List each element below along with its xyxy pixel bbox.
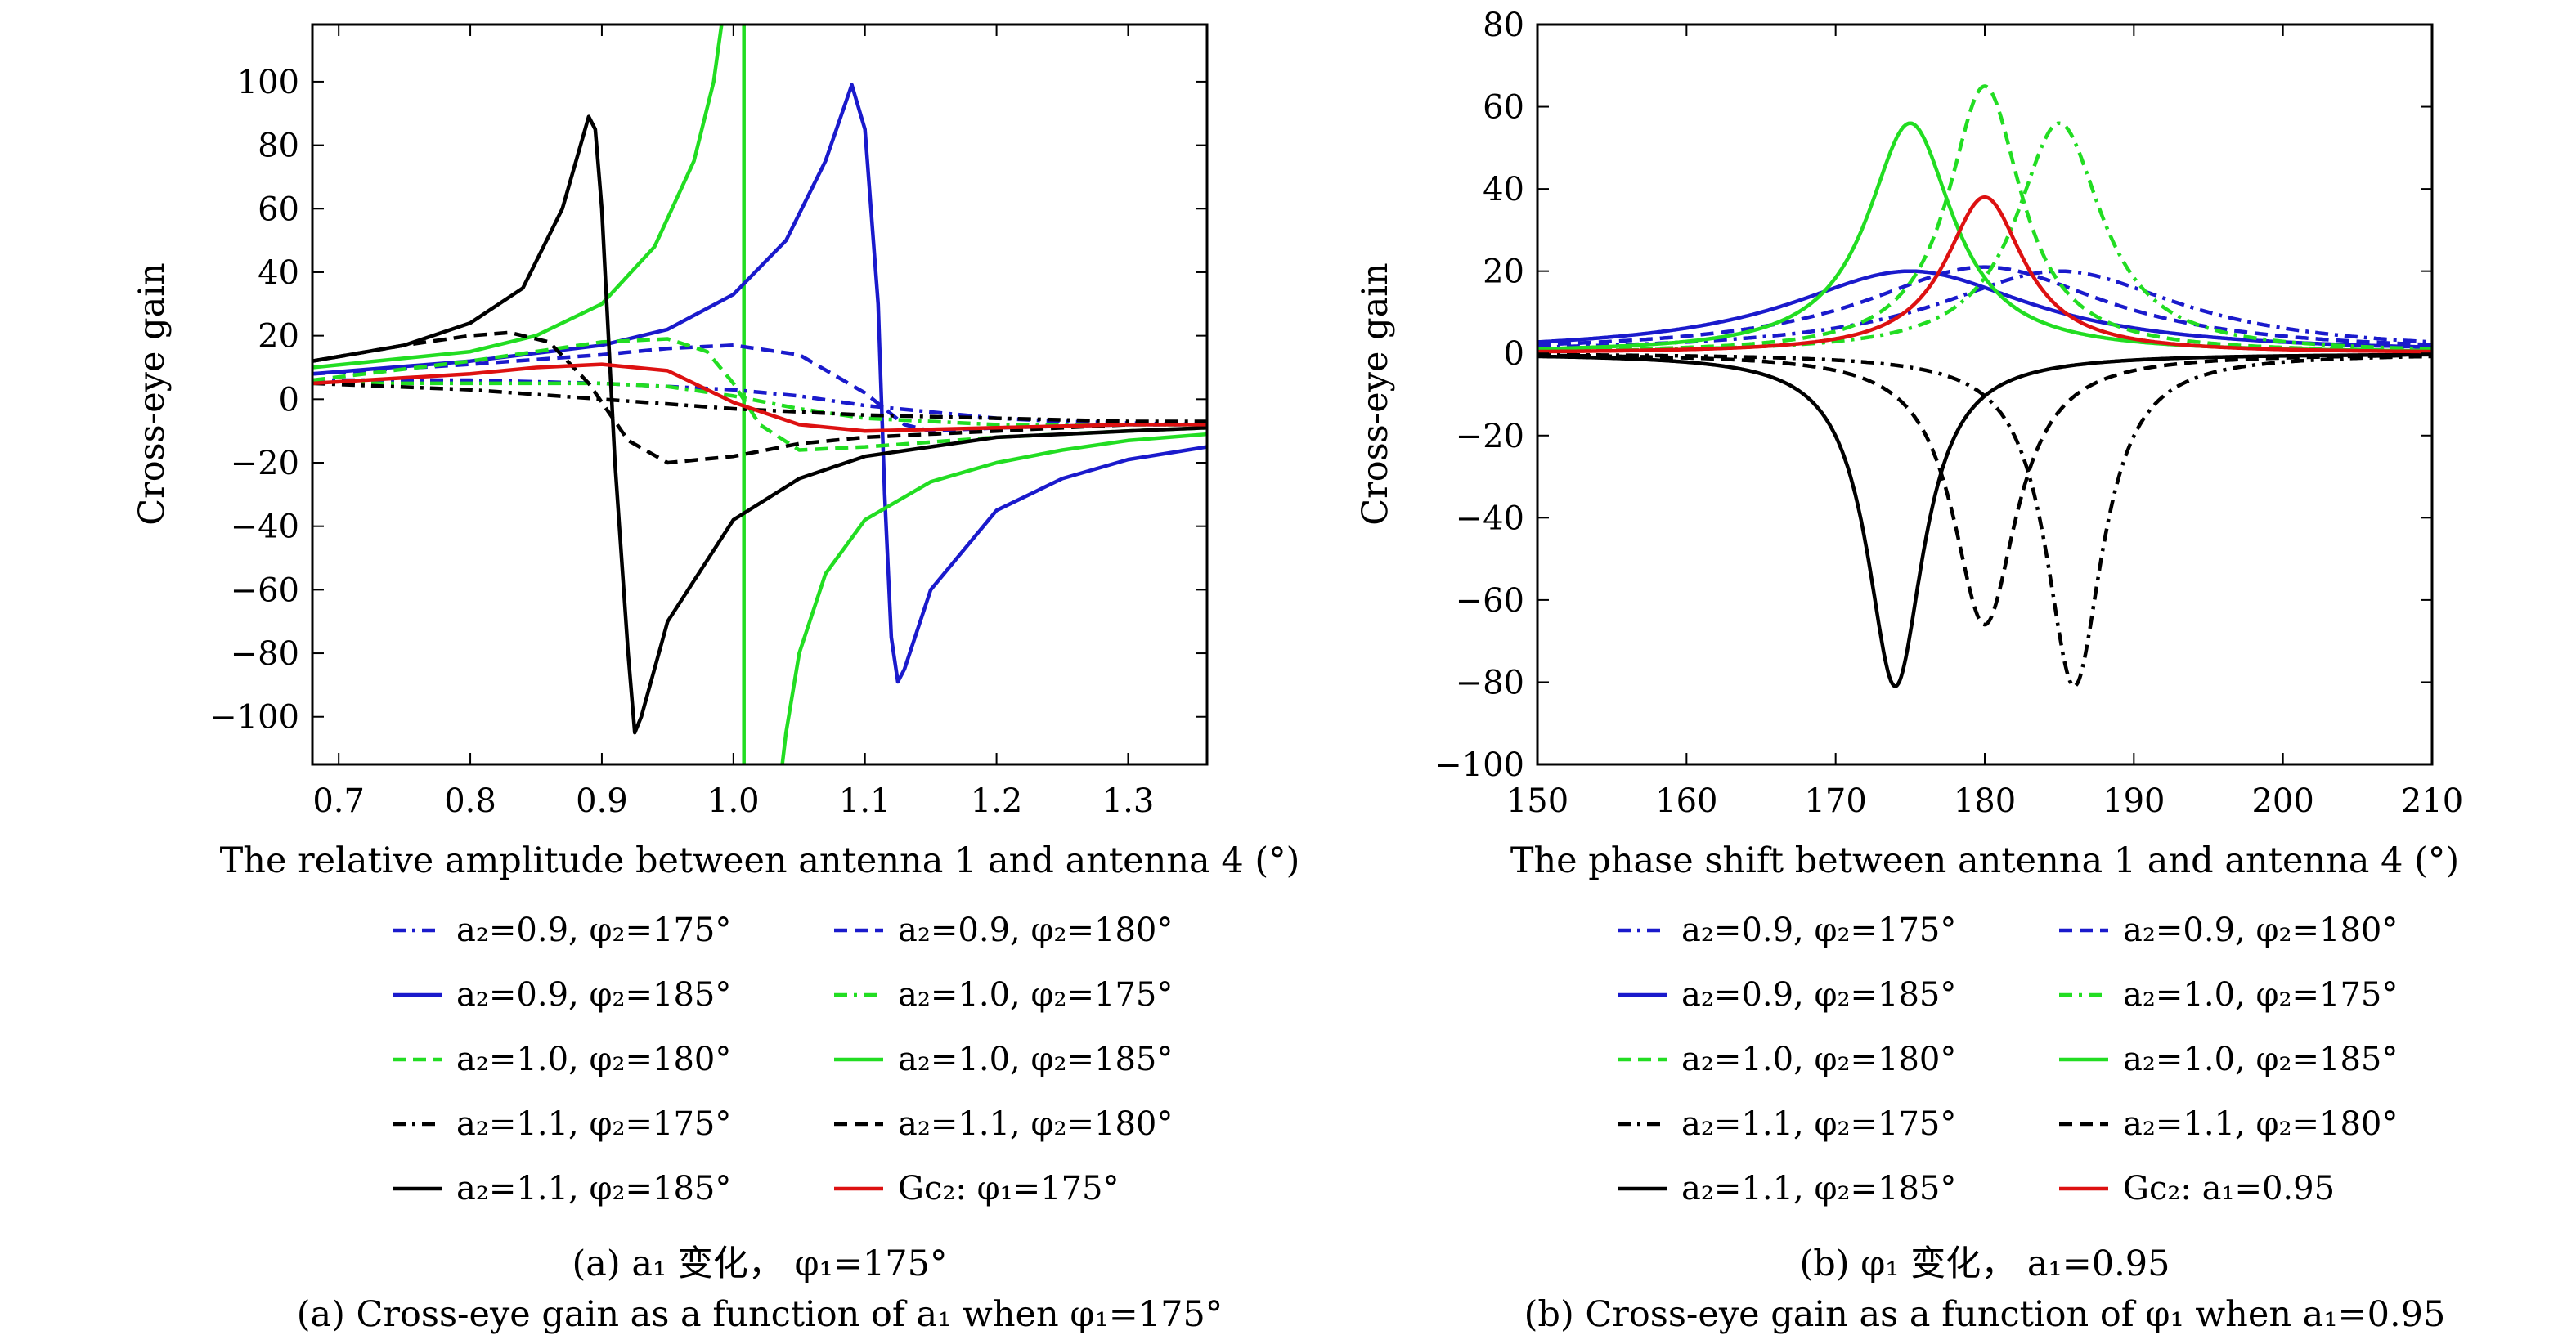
x-tick-label: 1.0 (707, 782, 760, 820)
x-tick-label: 160 (1655, 782, 1717, 820)
legend-label: a₂=0.9, φ₂=185° (1681, 976, 1956, 1014)
legend-label: a₂=0.9, φ₂=175° (1681, 912, 1956, 949)
panel-b-ylabel: Cross-eye gain (1355, 262, 1396, 525)
series-line (1537, 352, 2432, 688)
panel-a-xlabel: The relative amplitude between antenna 1… (220, 840, 1300, 881)
x-tick-label: 180 (1954, 782, 2016, 820)
y-tick-label: −40 (231, 508, 299, 546)
legend-label: a₂=1.1, φ₂=185° (1681, 1170, 1956, 1207)
panel-a-caption-en: (a) Cross-eye gain as a function of a₁ w… (297, 1294, 1223, 1335)
legend-label: Gc₂: a₁=0.95 (2123, 1170, 2335, 1207)
legend-label: a₂=0.9, φ₂=175° (456, 912, 731, 949)
legend-label: a₂=1.0, φ₂=175° (898, 976, 1173, 1014)
legend-label: a₂=1.1, φ₂=175° (1681, 1105, 1956, 1143)
series-line (312, 343, 1207, 433)
legend-label: a₂=0.9, φ₂=180° (898, 912, 1173, 949)
series-line (312, 381, 1207, 427)
panel-a-frame (311, 23, 1209, 766)
y-tick-label: −40 (1456, 500, 1524, 537)
panel-b-caption-cn: (b) φ₁ 变化， a₁=0.95 (1799, 1243, 2170, 1284)
y-tick-label: 20 (258, 318, 299, 356)
y-tick-label: −60 (1456, 582, 1524, 620)
panel-a-ylabel: Cross-eye gain (132, 262, 173, 525)
series-line (1537, 265, 2432, 347)
y-tick-label: 0 (1504, 335, 1524, 373)
y-tick-label: −80 (1456, 664, 1524, 701)
legend-label: a₂=1.1, φ₂=185° (456, 1170, 731, 1207)
y-tick-label: 80 (258, 128, 299, 165)
series-line (312, 330, 1207, 465)
legend-label: a₂=1.1, φ₂=175° (456, 1105, 731, 1143)
x-tick-label: 1.2 (971, 782, 1023, 820)
series-line (1537, 352, 2432, 688)
x-tick-label: 200 (2251, 782, 2313, 820)
legend-label: a₂=0.9, φ₂=180° (2123, 912, 2398, 949)
series-line (1537, 121, 2432, 353)
x-tick-label: 0.9 (576, 782, 628, 820)
y-tick-label: 100 (237, 64, 299, 101)
y-tick-label: −80 (231, 635, 299, 673)
y-tick-label: −60 (231, 571, 299, 609)
y-tick-label: −20 (1456, 418, 1524, 455)
legend-label: a₂=1.0, φ₂=185° (898, 1041, 1173, 1078)
y-tick-label: 60 (258, 190, 299, 228)
legend-label: a₂=1.0, φ₂=180° (1681, 1041, 1956, 1078)
y-tick-label: 40 (258, 254, 299, 292)
panel-a-caption-cn: (a) a₁ 变化， φ₁=175° (572, 1243, 947, 1284)
series-line (312, 381, 1207, 423)
y-tick-label: 60 (1483, 89, 1524, 127)
legend-label: a₂=1.0, φ₂=180° (456, 1041, 731, 1078)
panel-b: 150 160 170 180 190 200 210 −100 −80 −60 −40 −20 0 20… (1355, 7, 2463, 1335)
series-line (312, 337, 1207, 452)
x-tick-label: 0.7 (312, 782, 365, 820)
panel-a: 0.7 0.8 0.9 1.0 1.1 1.2 1.3 −100 −80 −60 −40 −20 0 20… (132, 23, 1300, 1335)
y-tick-label: 20 (1483, 253, 1524, 291)
x-tick-label: 210 (2401, 782, 2463, 820)
series-line (312, 83, 1207, 684)
x-tick-label: 1.1 (839, 782, 891, 820)
y-tick-label: −20 (231, 445, 299, 482)
legend-label: Gc₂: φ₁=175° (898, 1170, 1120, 1207)
legend-label: a₂=0.9, φ₂=185° (456, 976, 731, 1014)
x-tick-label: 150 (1506, 782, 1568, 820)
y-tick-label: 0 (279, 381, 299, 419)
series-line (312, 114, 1207, 735)
series-line (1537, 195, 2432, 354)
y-tick-label: 80 (1483, 7, 1524, 44)
panel-b-frame (1536, 23, 2434, 766)
x-tick-label: 190 (2103, 782, 2165, 820)
panel-b-series (1537, 84, 2432, 688)
y-tick-label: 40 (1483, 171, 1524, 208)
series-line (312, 362, 1207, 433)
x-tick-label: 170 (1804, 782, 1866, 820)
x-tick-label: 1.3 (1102, 782, 1155, 820)
series-line (1537, 353, 2432, 627)
legend-label: a₂=1.0, φ₂=185° (2123, 1041, 2398, 1078)
y-tick-label: −100 (1434, 746, 1524, 784)
legend-label: a₂=1.0, φ₂=175° (2123, 976, 2398, 1014)
panel-b-xlabel: The phase shift between antenna 1 and an… (1510, 840, 2459, 881)
series-line (1537, 84, 2432, 353)
panel-b-legend: a₂=0.9, φ₂=175° a₂=0.9, φ₂=180° a₂=0.9, φ₂… (1618, 912, 2398, 1207)
y-tick-label: −100 (209, 699, 299, 737)
legend-label: a₂=1.1, φ₂=180° (898, 1105, 1173, 1143)
x-tick-label: 0.8 (444, 782, 496, 820)
series-line (312, 25, 724, 370)
legend-label: a₂=1.1, φ₂=180° (2123, 1105, 2398, 1143)
panel-a-legend: a₂=0.9, φ₂=175° a₂=0.9, φ₂=180° a₂=0.9, φ₂… (393, 912, 1173, 1207)
series-line (780, 432, 1207, 764)
panel-b-caption-en: (b) Cross-eye gain as a function of φ₁ w… (1524, 1294, 2446, 1335)
panel-a-series (312, 25, 1207, 764)
series-line (1537, 121, 2432, 353)
panel-b-ticks: 150 160 170 180 190 200 210 −100 −80 −60 −40 −20 0 20… (1434, 7, 2463, 820)
panel-a-ticks: 0.7 0.8 0.9 1.0 1.1 1.2 1.3 −100 −80 −60 −40 −20 0 20… (209, 25, 1207, 820)
